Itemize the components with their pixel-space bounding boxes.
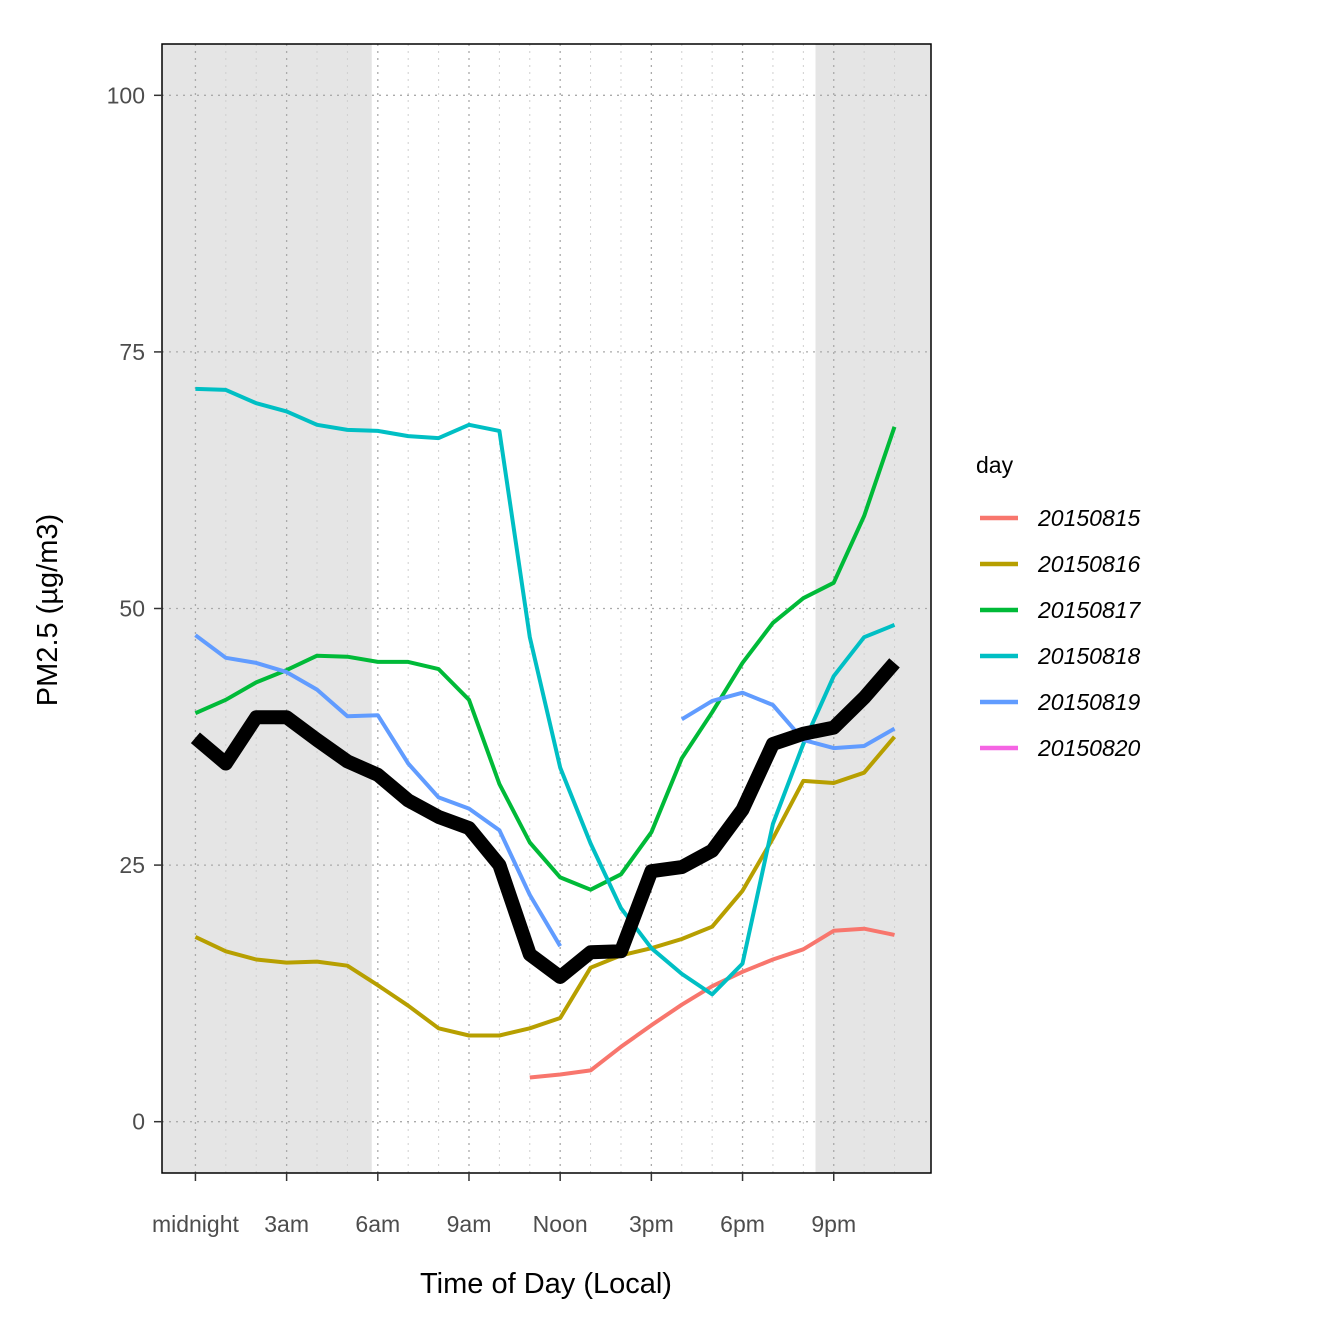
series-line-20150816-seg0 [194, 735, 897, 1038]
x-tick-label-9pm: 9pm [811, 1211, 856, 1237]
legend-label-20150820: 20150820 [1037, 735, 1141, 761]
y-tick-label-75: 75 [119, 339, 145, 365]
legend: day 20150815 20150816 20150817 20150818 2015… [976, 452, 1142, 761]
legend-title: day [976, 452, 1014, 478]
series-line-20150818-seg0 [195, 386, 896, 997]
series-line-20150819-seg1 [680, 690, 896, 751]
series-lines [190, 386, 900, 1080]
x-tick-label-Noon: Noon [533, 1211, 588, 1237]
x-tick-label-midnight: midnight [152, 1211, 240, 1237]
axes [154, 43, 932, 1181]
y-tick-label-50: 50 [119, 596, 145, 622]
series-line-mean-seg0 [190, 658, 900, 984]
legend-label-20150819: 20150819 [1037, 689, 1141, 715]
night-shade-1 [815, 44, 931, 1173]
x-tick-label-3am: 3am [264, 1211, 309, 1237]
plot-background [162, 44, 931, 1173]
night-shade-0 [162, 44, 372, 1173]
y-tick-label-100: 100 [107, 82, 145, 108]
series-line-20150819-seg0 [194, 633, 562, 948]
legend-label-20150818: 20150818 [1037, 643, 1141, 669]
tick-labels: 0 25 50 75 100 midnight 3am 6am 9am Noon 3pm 6pm 9pm [107, 82, 856, 1237]
series-line-20150817-seg0 [194, 426, 897, 892]
x-axis-title: Time of Day (Local) [420, 1268, 672, 1300]
y-tick-label-0: 0 [132, 1109, 145, 1135]
x-tick-label-9am: 9am [447, 1211, 492, 1237]
legend-label-20150816: 20150816 [1037, 551, 1141, 577]
x-tick-label-6pm: 6pm [720, 1211, 765, 1237]
legend-label-20150817: 20150817 [1037, 597, 1142, 623]
x-tick-label-6am: 6am [355, 1211, 400, 1237]
y-axis-title: PM2.5 (µg/m3) [32, 514, 64, 706]
legend-label-20150815: 20150815 [1037, 505, 1141, 531]
series-line-20150815-seg0 [529, 926, 895, 1080]
x-tick-label-3pm: 3pm [629, 1211, 674, 1237]
y-tick-label-25: 25 [119, 852, 145, 878]
